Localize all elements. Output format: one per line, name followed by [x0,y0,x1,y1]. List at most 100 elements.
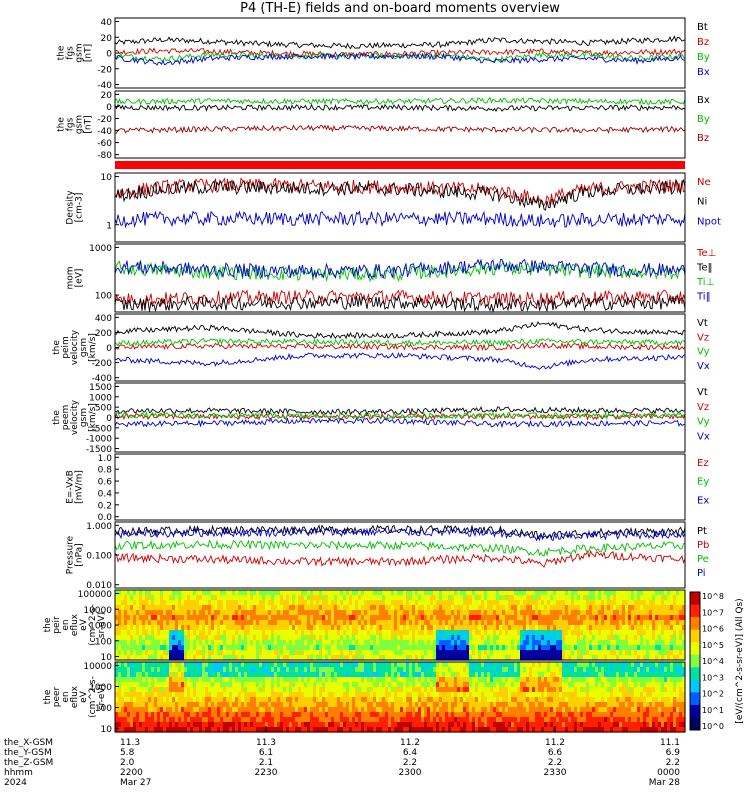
heatmap-cell [547,605,551,611]
heatmap-cell [208,672,212,678]
heatmap-cell [247,655,251,661]
heatmap-cell [328,620,332,626]
heatmap-cell [142,635,146,641]
heatmap-cell [589,590,593,596]
heatmap-cell [211,650,215,656]
heatmap-cell [184,687,188,693]
heatmap-cell [457,692,461,698]
heatmap-cell [181,727,185,733]
heatmap-cell [448,615,452,621]
heatmap-cell [325,615,329,621]
heatmap-cell [184,672,188,678]
heatmap-cell [190,702,194,708]
heatmap-cell [421,702,425,708]
heatmap-cell [616,595,620,601]
heatmap-cell [427,727,431,733]
heatmap-cell [676,590,680,596]
heatmap-cell [220,650,224,656]
heatmap-cell [355,677,359,683]
heatmap-cell [490,620,494,626]
heatmap-cell [568,667,572,673]
heatmap-cell [298,590,302,596]
heatmap-cell [334,635,338,641]
heatmap-cell [667,640,671,646]
heatmap-cell [157,645,161,651]
heatmap-cell [196,610,200,616]
heatmap-cell [250,595,254,601]
heatmap-cell [175,667,179,673]
heatmap-cell [394,635,398,641]
heatmap-cell [616,635,620,641]
heatmap-cell [586,600,590,606]
heatmap-cell [349,682,353,688]
heatmap-cell [418,615,422,621]
heatmap-cell [358,687,362,693]
heatmap-cell [463,707,467,713]
heatmap-cell [286,712,290,718]
heatmap-cell [244,697,248,703]
heatmap-cell [277,645,281,651]
heatmap-cell [478,727,482,733]
heatmap-cell [439,712,443,718]
heatmap-cell [445,672,449,678]
heatmap-cell [385,707,389,713]
heatmap-cell [433,600,437,606]
heatmap-cell [373,645,377,651]
heatmap-cell [610,615,614,621]
heatmap-cell [517,625,521,631]
heatmap-cell [391,625,395,631]
heatmap-cell [529,595,533,601]
heatmap-cell [130,630,134,636]
heatmap-cell [439,615,443,621]
heatmap-cell [448,702,452,708]
heatmap-cell [343,707,347,713]
heatmap-cell [451,615,455,621]
heatmap-cell [484,600,488,606]
heatmap-cell [325,697,329,703]
heatmap-cell [229,667,233,673]
series-line-Bz [114,124,686,134]
heatmap-cell [316,692,320,698]
heatmap-cell [427,655,431,661]
heatmap-cell [307,707,311,713]
heatmap-cell [532,650,536,656]
heatmap-cell [628,605,632,611]
heatmap-cell [433,625,437,631]
heatmap-cell [181,687,185,693]
heatmap-cell [538,645,542,651]
heatmap-cell [682,625,686,631]
heatmap-cell [148,655,152,661]
heatmap-cell [154,625,158,631]
heatmap-cell [361,722,365,728]
heatmap-cell [130,687,134,693]
heatmap-cell [361,650,365,656]
y-label-line: mom [66,266,76,289]
heatmap-cell [640,600,644,606]
series-line-Vz [114,412,686,421]
heatmap-cell [337,650,341,656]
heatmap-cell [670,625,674,631]
heatmap-cell [565,677,569,683]
heatmap-cell [157,687,161,693]
heatmap-cell [682,610,686,616]
heatmap-cell [421,672,425,678]
heatmap-cell [457,672,461,678]
heatmap-cell [256,610,260,616]
heatmap-cell [292,662,296,668]
heatmap-cell [145,625,149,631]
heatmap-cell [193,662,197,668]
heatmap-cell [511,677,515,683]
heatmap-cell [466,667,470,673]
heatmap-cell [295,615,299,621]
heatmap-cell [601,615,605,621]
heatmap-cell [151,727,155,733]
heatmap-cell [295,677,299,683]
heatmap-cell [445,620,449,626]
heatmap-cell [652,595,656,601]
heatmap-cell [511,722,515,728]
heatmap-cell [256,590,260,596]
heatmap-cell [325,727,329,733]
heatmap-cell [250,727,254,733]
heatmap-cell [391,662,395,668]
heatmap-cell [403,600,407,606]
